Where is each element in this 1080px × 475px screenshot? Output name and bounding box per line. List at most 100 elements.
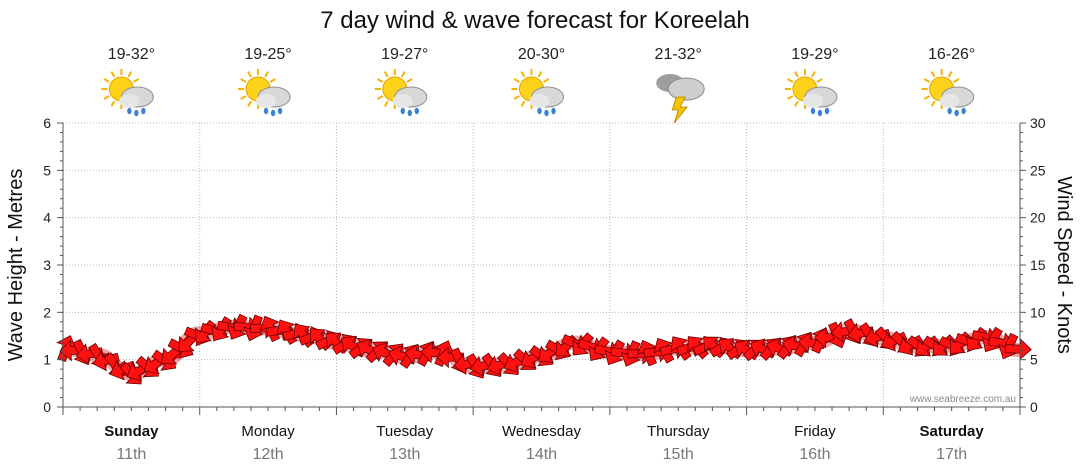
- sun-ray: [400, 71, 406, 78]
- sun-ray: [269, 78, 276, 83]
- grid-lines: [63, 122, 1020, 407]
- rain-drop: [400, 107, 405, 115]
- temperature-label: 16-26°: [928, 46, 975, 63]
- rain-drop: [537, 107, 542, 115]
- cloud-puff: [119, 94, 140, 108]
- rain-drop: [407, 109, 412, 117]
- right-tick-label: 20: [1030, 210, 1046, 226]
- temperature-label: 20-30°: [518, 46, 565, 63]
- sun-ray: [110, 100, 116, 107]
- left-tick-label: 1: [43, 352, 51, 368]
- day-date-label: 15th: [663, 446, 694, 463]
- right-tick-label: 15: [1030, 257, 1046, 273]
- rain-drop: [551, 107, 556, 115]
- temperature-label: 19-25°: [244, 46, 291, 63]
- sun-ray: [537, 71, 543, 78]
- storm-cloud-front: [667, 77, 705, 101]
- sun-ray: [930, 71, 936, 78]
- day-date-label: 16th: [799, 446, 830, 463]
- day-date-label: 14th: [526, 446, 557, 463]
- sun-ray: [240, 95, 247, 100]
- sun-ray: [953, 78, 960, 83]
- rain-drop: [141, 107, 146, 115]
- rain-drop: [954, 109, 959, 117]
- sun-cloud-rain-icon: [511, 69, 564, 117]
- day-name-label: Tuesday: [376, 423, 433, 440]
- sun-ray: [520, 100, 526, 107]
- sun-ray: [264, 71, 269, 78]
- day-name-label: Friday: [794, 423, 836, 440]
- rain-drop: [810, 107, 816, 115]
- day-name-label: Saturday: [920, 423, 985, 440]
- sun-cloud-rain-icon: [101, 69, 154, 117]
- day-date-label: 12th: [253, 446, 284, 463]
- cloud-puff: [256, 94, 277, 108]
- sun-cloud-rain-icon: [784, 69, 838, 117]
- rain-drop: [414, 107, 419, 115]
- day-name-label: Monday: [241, 423, 295, 440]
- rain-drop: [127, 107, 132, 115]
- sun-ray: [787, 78, 794, 83]
- cloud-puff: [392, 94, 413, 108]
- sun-ray: [923, 78, 931, 83]
- sun-ray: [247, 71, 252, 78]
- lightning-bolt: [671, 96, 689, 124]
- sun-ray: [103, 95, 110, 100]
- left-tick-label: 3: [43, 257, 51, 273]
- temperature-labels: 19-32° 19-25° 19-27° 20-30° 21-32° 19-29° 16-2…: [108, 46, 976, 63]
- rain-drop: [824, 107, 830, 115]
- weather-icons: [101, 69, 975, 124]
- sun-ray: [383, 100, 389, 107]
- axes: [57, 122, 1026, 415]
- day-labels: Sunday 11th Monday 12th Tuesday 13th Wednesday…: [104, 423, 984, 463]
- rain-drop: [961, 107, 966, 115]
- wind-series: [56, 313, 1032, 385]
- temperature-label: 19-27°: [381, 46, 428, 63]
- sun-ray: [247, 100, 252, 107]
- sun-ray: [794, 71, 799, 78]
- sun-ray: [110, 71, 116, 78]
- left-axis-ticks: 0 1 2 3 4 5 6: [43, 115, 51, 415]
- sun-ray: [376, 95, 384, 100]
- left-axis-title: Wave Height - Metres: [5, 169, 27, 362]
- cloud-puff: [802, 94, 823, 108]
- left-tick-label: 2: [43, 304, 51, 320]
- sun-ray: [787, 95, 794, 100]
- sun-ray: [794, 100, 799, 107]
- right-tick-label: 30: [1030, 115, 1046, 131]
- sun-ray: [930, 100, 936, 107]
- sun-cloud-rain-icon: [238, 69, 291, 117]
- right-tick-label: 25: [1030, 162, 1046, 178]
- sun-ray: [513, 95, 520, 100]
- temperature-label: 21-32°: [655, 46, 702, 63]
- cloud-puff: [939, 94, 960, 108]
- day-name-label: Thursday: [647, 423, 710, 440]
- rain-drop: [134, 109, 139, 117]
- cloud-puff: [529, 94, 550, 108]
- temperature-label: 19-32°: [108, 46, 155, 63]
- right-tick-label: 10: [1030, 304, 1046, 320]
- day-date-label: 13th: [389, 446, 420, 463]
- right-tick-label: 5: [1030, 352, 1038, 368]
- credit-text: www.seabreeze.com.au: [909, 394, 1016, 405]
- day-name-label: Sunday: [104, 423, 159, 440]
- right-tick-label: 0: [1030, 399, 1038, 415]
- rain-drop: [270, 109, 276, 117]
- left-tick-label: 0: [43, 399, 51, 415]
- sun-ray: [103, 78, 110, 83]
- rain-drop: [277, 107, 283, 115]
- left-tick-label: 5: [43, 162, 51, 178]
- sun-ray: [240, 78, 247, 83]
- right-axis-ticks: 0 5 10 15 20 25 30: [1030, 115, 1046, 415]
- day-name-label: Wednesday: [502, 423, 581, 440]
- sun-ray: [520, 71, 526, 78]
- right-axis-title: Wind Speed - Knots: [1053, 176, 1075, 354]
- sun-ray: [376, 78, 384, 83]
- rain-drop: [817, 109, 823, 117]
- sun-ray: [383, 71, 389, 78]
- sun-ray: [816, 78, 823, 83]
- left-tick-label: 6: [43, 115, 51, 131]
- storm-cloud-icon: [656, 74, 705, 124]
- day-date-label: 11th: [116, 446, 146, 463]
